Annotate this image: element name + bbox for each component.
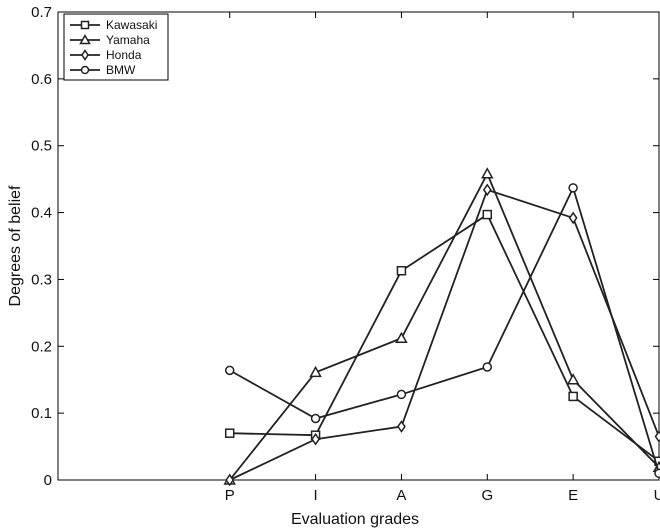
data-point-kawasaki <box>482 209 493 220</box>
y-tick-label: 0.7 <box>31 4 52 21</box>
data-point-bmw <box>396 389 407 400</box>
series-yamaha <box>223 167 660 485</box>
x-tick-label: G <box>481 487 493 504</box>
legend-label-honda: Honda <box>106 48 142 62</box>
data-point-bmw <box>310 413 321 424</box>
y-tick-label: 0.6 <box>31 71 52 88</box>
data-point-bmw <box>568 183 578 193</box>
data-point-honda <box>311 432 320 446</box>
data-point-yamaha <box>566 373 580 385</box>
series-line-yamaha <box>229 171 660 481</box>
legend-marker-yamaha <box>79 33 91 45</box>
series-kawasaki <box>224 209 660 467</box>
legend-label-bmw: BMW <box>106 63 136 77</box>
x-tick-label: U <box>654 487 660 504</box>
y-tick-label: 0.3 <box>31 271 52 288</box>
series-bmw <box>224 183 660 479</box>
series-line-kawasaki <box>229 213 660 462</box>
legend-marker-honda <box>81 49 89 61</box>
x-tick-label: A <box>396 487 406 504</box>
data-point-yamaha <box>309 365 322 378</box>
data-point-honda <box>568 211 578 225</box>
y-tick-label: 0.2 <box>31 338 52 355</box>
data-point-bmw <box>482 362 493 372</box>
data-point-honda <box>482 183 492 197</box>
y-tick-label: 0.4 <box>31 205 52 222</box>
plot-border <box>57 11 660 481</box>
legend-label-kawasaki: Kawasaki <box>106 18 157 32</box>
y-axis-title: Degrees of belief <box>7 185 24 307</box>
data-point-bmw <box>224 365 235 376</box>
data-point-honda <box>654 430 660 443</box>
legend-marker-kawasaki <box>80 20 90 30</box>
x-tick-label: I <box>313 487 317 504</box>
plot-frame <box>57 11 660 481</box>
data-point-yamaha <box>395 331 408 344</box>
x-tick-label: E <box>568 487 578 504</box>
x-tick-label: P <box>225 487 235 504</box>
data-point-kawasaki <box>396 265 407 276</box>
legend-label-yamaha: Yamaha <box>106 33 150 47</box>
y-axis: 0 0.1 0.2 0.3 0.4 0.5 0.6 0.7 <box>31 4 659 489</box>
data-point-kawasaki <box>224 428 235 438</box>
y-tick-label: 0.5 <box>31 138 52 155</box>
legend-marker-bmw <box>80 65 90 75</box>
series-layer <box>223 167 660 487</box>
data-point-bmw <box>654 468 660 479</box>
data-point-kawasaki <box>568 391 578 402</box>
series-honda <box>225 183 660 487</box>
series-line-honda <box>229 188 660 481</box>
y-tick-label: 0 <box>44 472 52 489</box>
data-point-yamaha <box>481 167 494 179</box>
y-tick-label: 0.1 <box>31 405 52 422</box>
data-point-honda <box>397 420 406 433</box>
data-point-honda <box>225 473 235 487</box>
series-line-bmw <box>229 185 660 474</box>
x-axis-title: Evaluation grades <box>291 511 419 528</box>
